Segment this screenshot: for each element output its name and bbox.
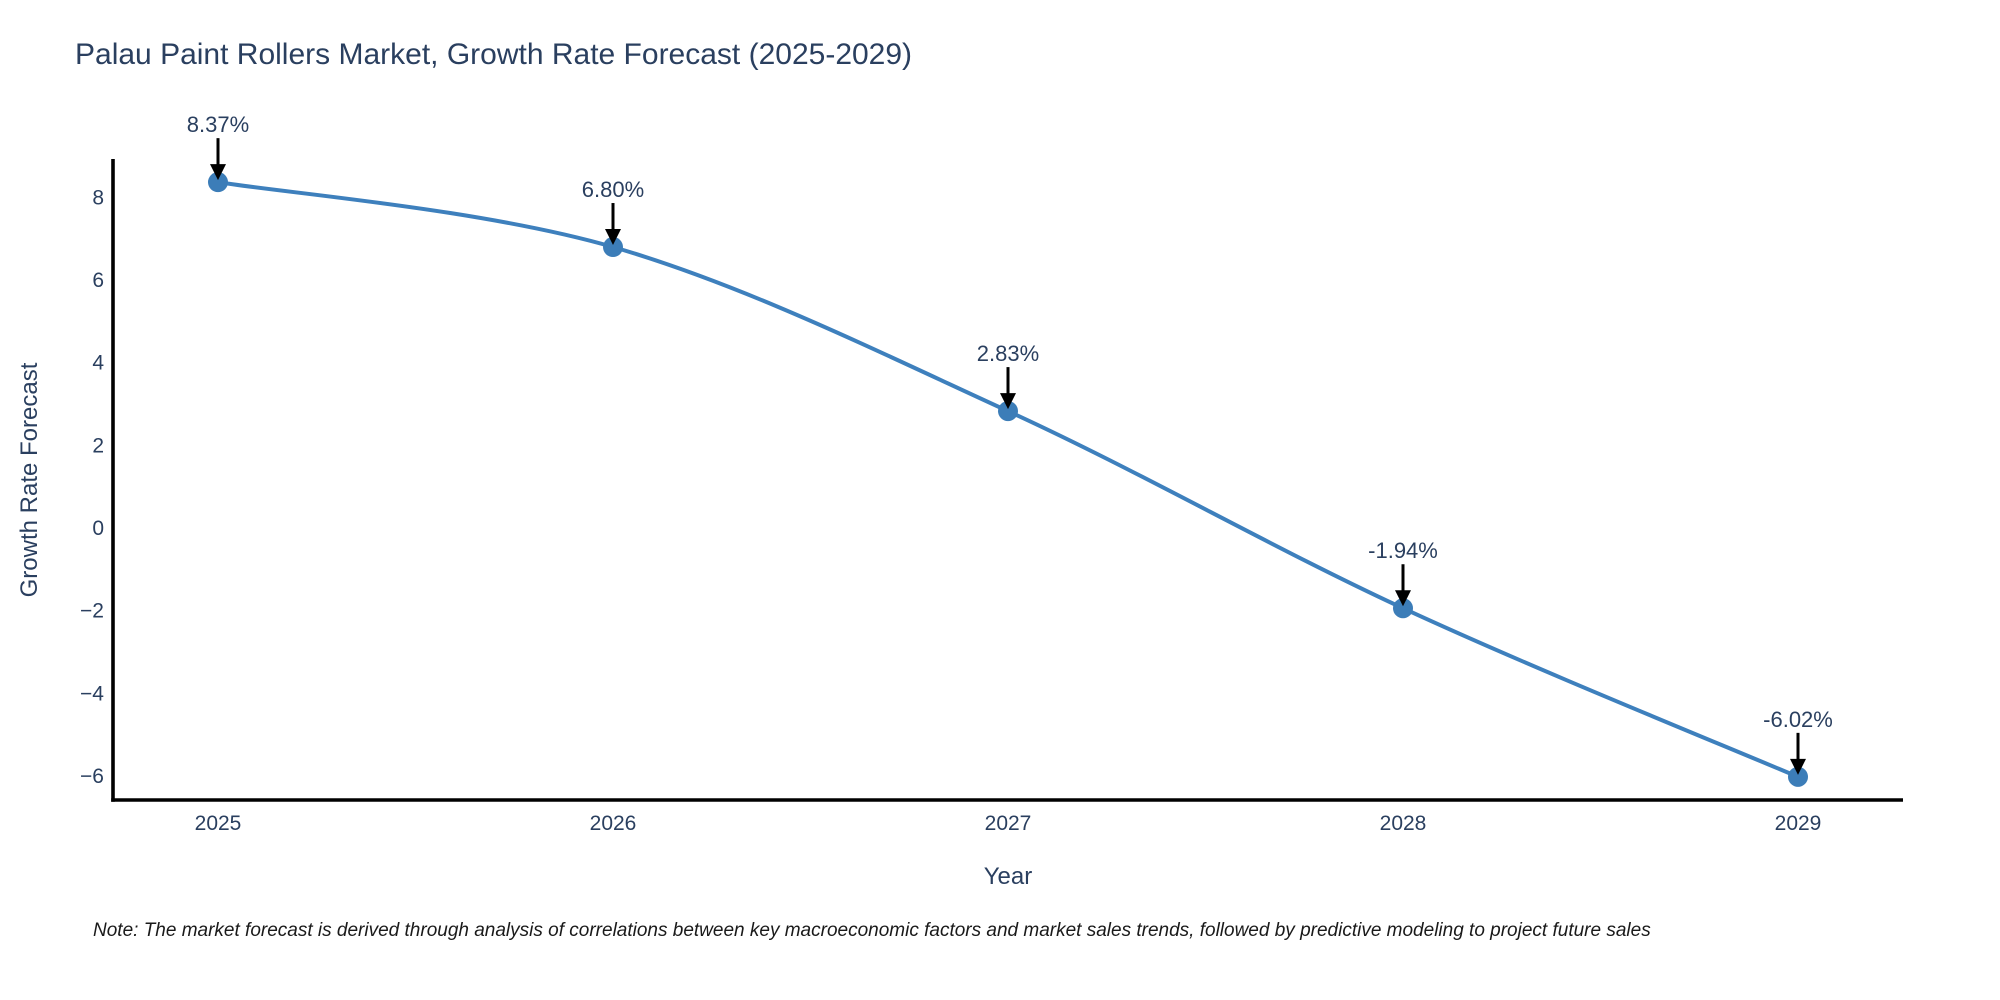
y-tick-label: 8 [92, 186, 104, 209]
annotation-label: -1.94% [1368, 538, 1438, 563]
x-tick-label: 2027 [985, 812, 1032, 835]
data-point-marker-2028 [1393, 598, 1413, 619]
x-axis-title: Year [983, 863, 1033, 890]
series-line [216, 180, 1800, 779]
annotation-label: -6.02% [1763, 707, 1833, 732]
y-tick-label: 0 [92, 517, 104, 540]
annotation-arrowhead [605, 229, 621, 246]
y-tick-label: 4 [92, 352, 104, 375]
annotation-arrowhead [1000, 393, 1016, 410]
data-point-marker-2029 [1788, 766, 1808, 787]
x-tick-label: 2028 [1380, 812, 1427, 835]
x-tick-label: 2026 [590, 812, 637, 835]
annotation-arrowhead [1395, 590, 1411, 607]
y-tick-label: −4 [80, 682, 104, 705]
footnote: Note: The market forecast is derived thr… [93, 920, 1651, 941]
y-tick-label: −2 [80, 600, 104, 623]
y-tick-label: 6 [92, 269, 104, 292]
x-tick-label: 2025 [195, 812, 242, 835]
x-tick-label: 2029 [1775, 812, 1822, 835]
data-point-marker-2027 [998, 401, 1018, 422]
annotation-label: 2.83% [977, 341, 1039, 366]
annotation-label: 6.80% [582, 177, 644, 202]
chart-title: Palau Paint Rollers Market, Growth Rate … [75, 38, 913, 71]
data-point-marker-2025 [208, 172, 228, 193]
annotation-arrowhead [210, 164, 226, 181]
y-tick-label: −6 [80, 765, 104, 788]
annotation-arrowhead [1790, 758, 1806, 775]
y-tick-label: 2 [92, 434, 104, 457]
annotation-label: 8.37% [187, 112, 249, 137]
data-point-marker-2026 [603, 237, 623, 258]
y-axis-title: Growth Rate Forecast [16, 362, 43, 598]
